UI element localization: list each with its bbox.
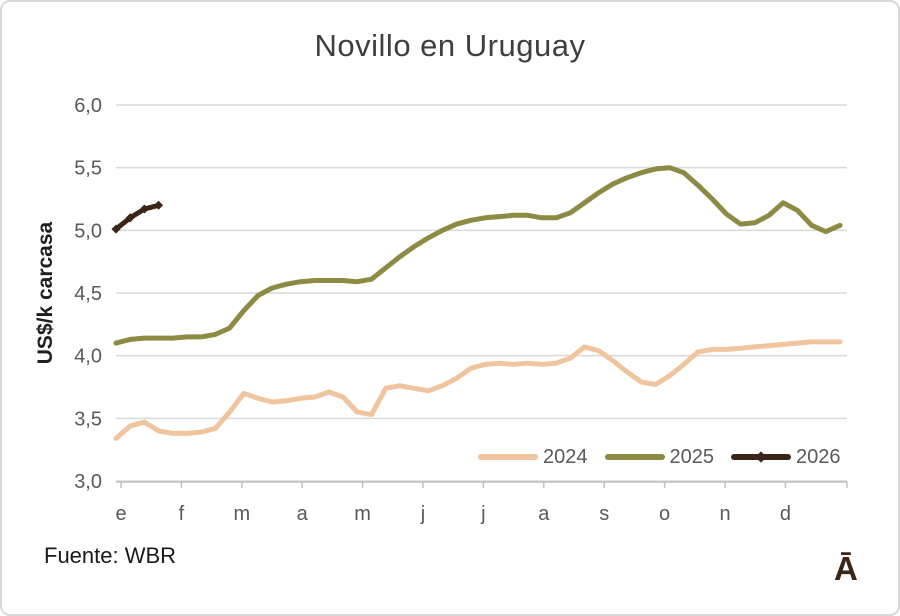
legend-item-2024: 2024 [478,446,588,469]
svg-text:a: a [297,503,309,525]
brand-logo: Ā [834,550,858,587]
legend-label-2024: 2024 [543,445,588,468]
series-2025 [113,165,843,346]
svg-text:n: n [719,503,730,525]
chart-legend: 2024 2025 2026 [478,445,841,469]
chart-title: Novillo en Uruguay [314,28,586,63]
svg-text:f: f [179,503,185,525]
svg-text:m: m [233,503,250,525]
series-2024 [113,339,843,441]
svg-text:5,0: 5,0 [74,220,102,242]
legend-label-2026: 2026 [796,445,841,468]
legend-item-2026: 2026 [731,446,841,469]
legend-swatch-2026 [731,451,791,463]
svg-text:e: e [115,503,126,525]
svg-text:j: j [480,503,485,525]
svg-text:d: d [780,503,791,525]
legend-swatch-2024 [478,454,538,460]
data-series [111,165,843,441]
svg-text:6,0: 6,0 [74,95,102,117]
x-axis-line [116,481,848,488]
svg-text:4,5: 4,5 [74,283,102,305]
svg-text:3,0: 3,0 [74,471,102,493]
gridlines [116,104,847,482]
y-axis-tick-labels: 6,0 5,5 5,0 4,5 4,0 3,5 3,0 [74,95,102,493]
svg-text:j: j [420,503,425,525]
legend-item-2025: 2025 [604,445,715,469]
legend-diamond-marker-icon [755,451,767,463]
legend-swatch-2025 [604,454,665,460]
legend-label-2025: 2025 [669,445,715,468]
source-caption: Fuente: WBR [44,543,177,568]
svg-text:a: a [538,503,550,525]
series-2026 [111,200,164,234]
svg-text:5,5: 5,5 [74,158,102,180]
svg-text:m: m [354,503,371,525]
svg-text:4,0: 4,0 [74,346,102,368]
svg-text:s: s [599,503,609,525]
svg-text:o: o [659,503,670,525]
svg-text:3,5: 3,5 [74,408,102,430]
